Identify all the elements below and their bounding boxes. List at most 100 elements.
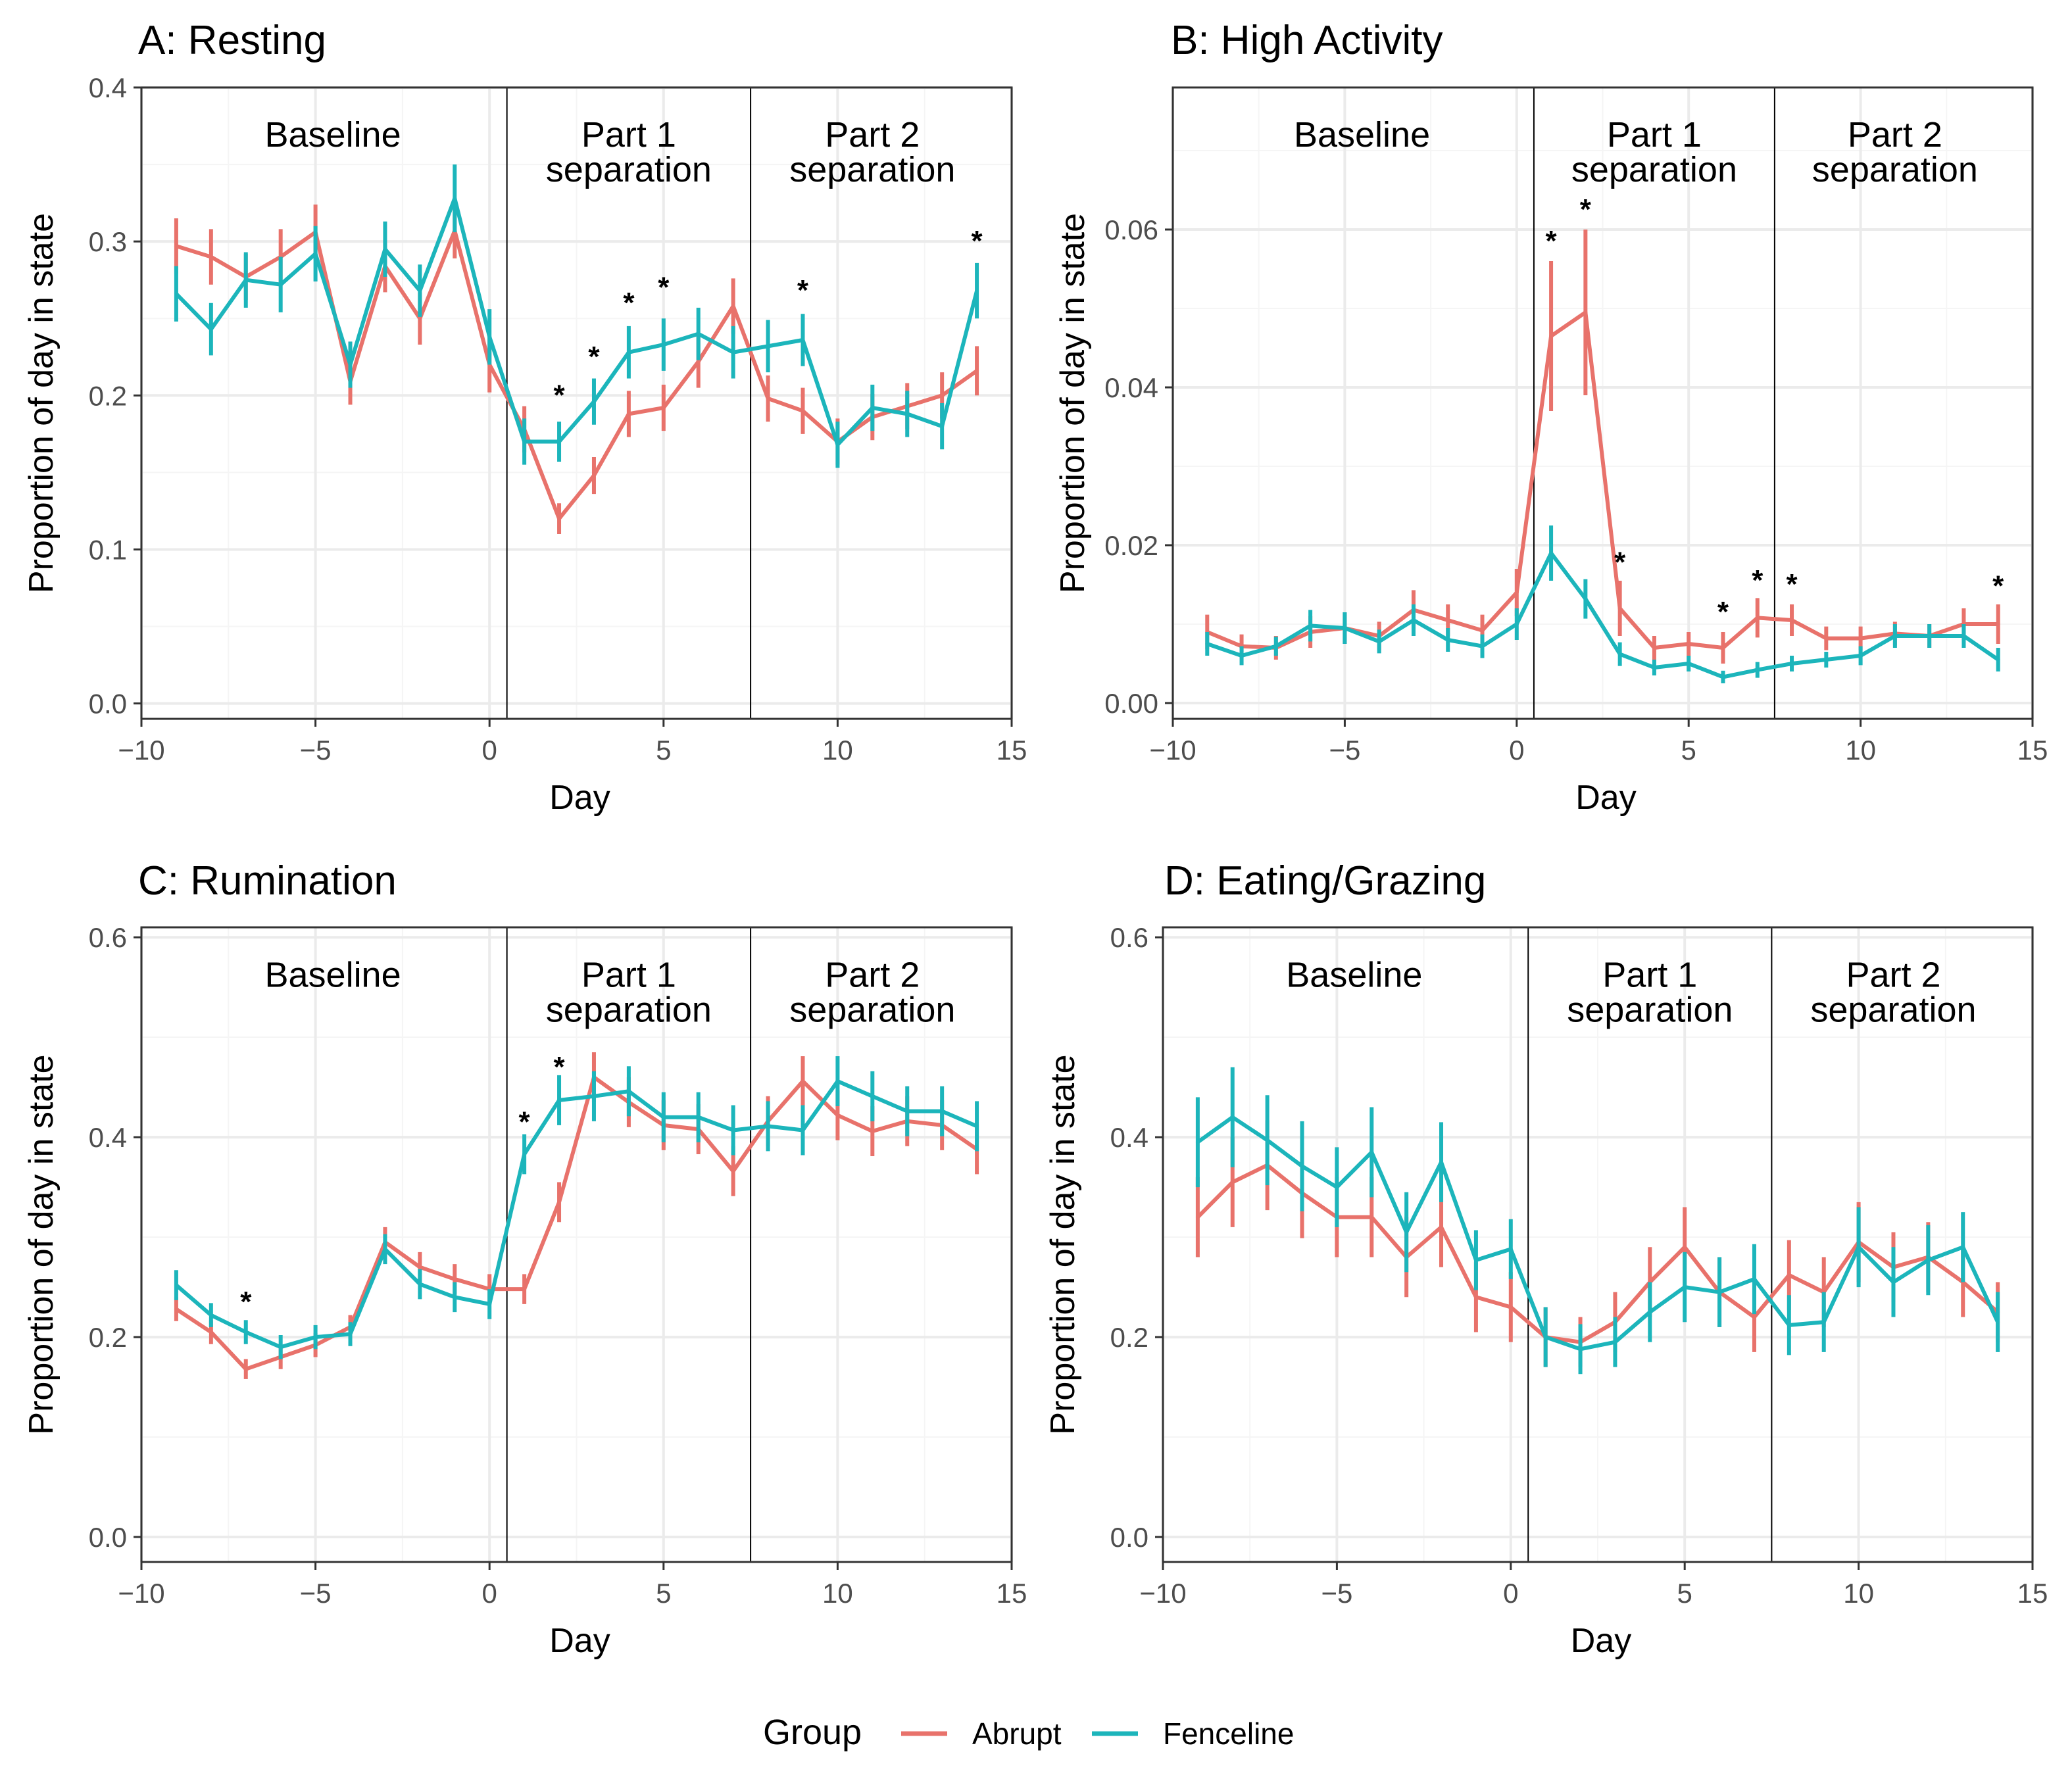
- rumination-x-tick-label: 0: [482, 1578, 497, 1609]
- resting-phase-label-line: separation: [789, 150, 955, 189]
- resting-point-abrupt: [418, 316, 422, 321]
- high-activity-point-abrupt: [1824, 636, 1829, 641]
- rumination-point-fenceline: [975, 1124, 979, 1129]
- rumination-x-axis-label: Day: [549, 1622, 610, 1660]
- resting-point-fenceline: [174, 291, 178, 296]
- eating-grazing-phase-label-line: Part 1: [1602, 955, 1697, 994]
- eating-grazing-x-tick-label: −5: [1321, 1578, 1352, 1609]
- eating-grazing-point-abrupt: [1369, 1215, 1374, 1219]
- high-activity-significance-star: *: [1992, 570, 2004, 602]
- eating-grazing-phase-label-line: Part 2: [1846, 955, 1940, 994]
- high-activity-point-fenceline: [1996, 658, 2000, 662]
- eating-grazing-title: D: Eating/Grazing: [1164, 858, 1486, 904]
- rumination-point-fenceline: [766, 1124, 770, 1129]
- eating-grazing-point-fenceline: [1230, 1115, 1235, 1119]
- eating-grazing-phase-label-line: separation: [1567, 990, 1733, 1029]
- eating-grazing-point-fenceline: [1613, 1340, 1617, 1344]
- eating-grazing-x-axis-label: Day: [1571, 1622, 1631, 1660]
- rumination-point-abrupt: [731, 1169, 735, 1173]
- resting-point-abrupt: [766, 396, 770, 401]
- rumination-point-fenceline: [940, 1109, 945, 1113]
- eating-grazing-phase-label-line: separation: [1810, 990, 1976, 1029]
- resting-y-axis-label: Proportion of day in state: [22, 213, 61, 593]
- resting-point-fenceline: [348, 362, 353, 367]
- resting-point-abrupt: [626, 412, 631, 416]
- rumination-line-fenceline: [174, 1079, 978, 1350]
- resting-phase-label: Part 2 separation: [789, 115, 955, 189]
- resting-phase-label-line: Part 2: [825, 115, 920, 155]
- resting-x-tick-label: −5: [300, 735, 332, 766]
- high-activity-point-fenceline: [1273, 644, 1278, 648]
- resting-phase-label-line: Baseline: [264, 115, 401, 155]
- eating-grazing-x-tick-label: 15: [2017, 1578, 2048, 1609]
- rumination-point-abrupt: [209, 1330, 213, 1334]
- resting-y-tick-label: 0.0: [89, 689, 127, 719]
- rumination-phase-label-line: separation: [546, 990, 712, 1029]
- high-activity-point-fenceline: [1446, 638, 1450, 642]
- rumination-point-abrupt: [243, 1367, 248, 1371]
- eating-grazing-point-fenceline: [1335, 1185, 1339, 1190]
- high-activity-y-tick-label: 0.02: [1104, 530, 1158, 561]
- high-activity-point-abrupt: [1652, 646, 1656, 650]
- high-activity-point-fenceline: [1308, 623, 1313, 628]
- high-activity-point-abrupt: [1858, 636, 1863, 641]
- high-activity-point-fenceline: [1687, 662, 1691, 666]
- resting-point-fenceline: [766, 344, 770, 349]
- eating-grazing-point-fenceline: [1439, 1160, 1444, 1165]
- eating-grazing-point-fenceline: [1717, 1290, 1722, 1294]
- resting-point-abrupt: [975, 368, 979, 373]
- high-activity-panel-border: [1172, 86, 2034, 720]
- rumination-point-fenceline: [174, 1283, 178, 1288]
- rumination-significance-star: *: [240, 1286, 252, 1318]
- eating-grazing-point-fenceline: [1752, 1277, 1756, 1281]
- high-activity-significance-star: *: [1614, 546, 1626, 578]
- eating-grazing-point-fenceline: [1300, 1164, 1304, 1169]
- resting-point-fenceline: [522, 439, 527, 444]
- high-activity-phase-label-line: Baseline: [1294, 115, 1430, 155]
- eating-grazing-phase-label: Part 1 separation: [1567, 955, 1733, 1029]
- rumination-phase-label-line: Part 2: [825, 955, 920, 994]
- rumination-point-fenceline: [243, 1330, 248, 1334]
- resting-point-abrupt: [557, 516, 562, 521]
- resting-phase-label: Baseline: [264, 115, 401, 155]
- rumination-point-fenceline: [626, 1089, 631, 1094]
- high-activity-point-fenceline: [1961, 634, 1966, 638]
- resting-point-abrupt: [801, 408, 805, 413]
- rumination-point-fenceline: [870, 1094, 875, 1098]
- eating-grazing-y-axis-label: Proportion of day in state: [1044, 1054, 1082, 1434]
- high-activity-point-abrupt: [1514, 591, 1519, 595]
- high-activity-point-fenceline: [1239, 654, 1244, 658]
- high-activity-significance-star: *: [1717, 596, 1729, 628]
- rumination-phase-label-line: separation: [789, 990, 955, 1029]
- resting-line-fenceline: [174, 196, 979, 447]
- panel-rumination: C: Rumination −10 −5 0 5 10 15 0.0 0.2 0.4 0.6 Base…: [22, 858, 1027, 1660]
- resting-title: A: Resting: [138, 18, 326, 63]
- eating-grazing-line-abrupt: [1196, 1163, 2000, 1344]
- rumination-point-abrupt: [870, 1129, 875, 1134]
- rumination-y-tick-label: 0.2: [89, 1322, 127, 1353]
- high-activity-point-abrupt: [1755, 616, 1760, 620]
- high-activity-point-abrupt: [1687, 642, 1691, 646]
- high-activity-y-axis-label: Proportion of day in state: [1054, 213, 1092, 593]
- resting-x-tick-label: −10: [118, 735, 164, 766]
- rumination-point-fenceline: [209, 1313, 213, 1317]
- high-activity-point-abrupt: [1583, 310, 1588, 314]
- eating-grazing-point-fenceline: [1926, 1258, 1931, 1263]
- resting-point-fenceline: [591, 399, 596, 404]
- eating-grazing-point-abrupt: [1473, 1295, 1478, 1300]
- resting-point-fenceline: [313, 251, 318, 256]
- resting-panel-border: [140, 86, 1013, 720]
- high-activity-point-abrupt: [1996, 622, 2000, 626]
- resting-point-fenceline: [626, 350, 631, 354]
- resting-significance-star: *: [797, 274, 809, 306]
- resting-significance-star: *: [658, 271, 670, 303]
- eating-grazing-point-fenceline: [1543, 1335, 1548, 1340]
- high-activity-point-fenceline: [1652, 666, 1656, 670]
- high-activity-line-fenceline: [1206, 551, 2000, 679]
- rumination-x-tick-label: 10: [822, 1578, 853, 1609]
- rumination-point-fenceline: [453, 1295, 457, 1300]
- panel-high-activity: B: High Activity −10 −5 0 5 10 15 0.00 0.02 0.04 0…: [1054, 18, 2048, 817]
- eating-grazing-x-tick-label: −10: [1139, 1578, 1186, 1609]
- rumination-x-tick-label: −5: [300, 1578, 332, 1609]
- rumination-point-fenceline: [731, 1128, 735, 1133]
